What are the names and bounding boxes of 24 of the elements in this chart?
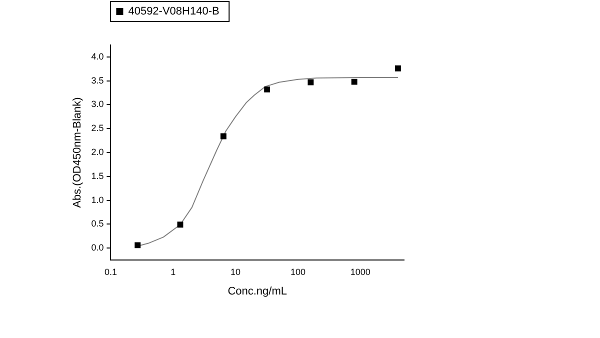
x-axis-title: Conc.ng/mL xyxy=(228,285,288,298)
y-tick-label: 0.0 xyxy=(91,242,104,253)
y-tick-label: 3.5 xyxy=(91,75,104,86)
point xyxy=(308,79,314,86)
y-tick-label: 1.5 xyxy=(91,170,104,181)
point xyxy=(220,133,226,140)
y-tick-label: 3.0 xyxy=(91,99,104,110)
x-tick-label: 0.1 xyxy=(104,266,117,277)
legend-label: 40592-V08H140-B xyxy=(128,6,220,18)
point xyxy=(264,86,270,92)
point xyxy=(177,222,184,228)
y-tick-label: 2.5 xyxy=(91,123,104,134)
x-tick-label: 1000 xyxy=(350,266,370,277)
point xyxy=(134,242,141,248)
y-tick-label: 1.0 xyxy=(91,194,104,205)
y-tick-label: 2.0 xyxy=(91,146,104,157)
point xyxy=(351,78,358,85)
x-tick-label: 100 xyxy=(290,266,306,277)
y-tick-label: 0.5 xyxy=(91,218,104,229)
x-tick-label: 1 xyxy=(170,266,176,277)
point xyxy=(394,65,401,72)
y-axis-title: Abs.(OD450nm-Blank) xyxy=(72,97,84,208)
x-tick-label: 10 xyxy=(230,266,241,277)
y-tick-label: 4.0 xyxy=(91,51,104,62)
